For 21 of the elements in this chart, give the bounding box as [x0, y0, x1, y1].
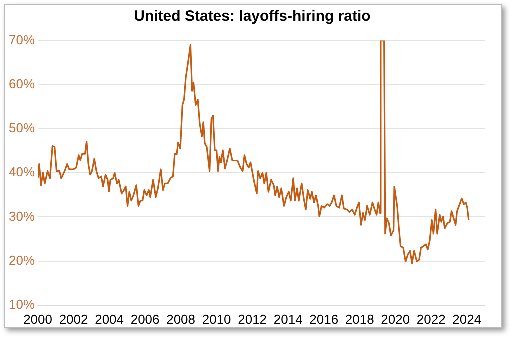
y-tick-label: 10% — [8, 296, 36, 312]
y-tick-label: 20% — [8, 252, 36, 268]
x-tick-label: 2024 — [452, 312, 482, 327]
y-tick-label: 30% — [8, 208, 36, 224]
y-tick-label: 50% — [8, 120, 36, 136]
chart-title: United States: layoffs-hiring ratio — [133, 8, 372, 25]
y-tick-label: 70% — [8, 32, 36, 48]
x-tick-label: 2022 — [416, 312, 446, 327]
x-tick-label: 2016 — [310, 312, 339, 327]
y-tick-label: 60% — [8, 76, 36, 92]
x-tick-label: 2004 — [95, 312, 124, 327]
x-tick-label: 2014 — [274, 312, 303, 327]
x-tick-label: 2008 — [166, 312, 196, 327]
x-tick-label: 2006 — [130, 312, 160, 327]
y-tick-label: 40% — [8, 164, 36, 180]
x-tick-label: 2018 — [345, 312, 374, 327]
x-tick-label: 2002 — [59, 312, 88, 327]
x-tick-label: 2010 — [202, 312, 232, 327]
x-tick-label: 2000 — [24, 312, 52, 327]
x-tick-label: 2012 — [238, 312, 268, 327]
x-tick-label: 2020 — [381, 312, 410, 327]
